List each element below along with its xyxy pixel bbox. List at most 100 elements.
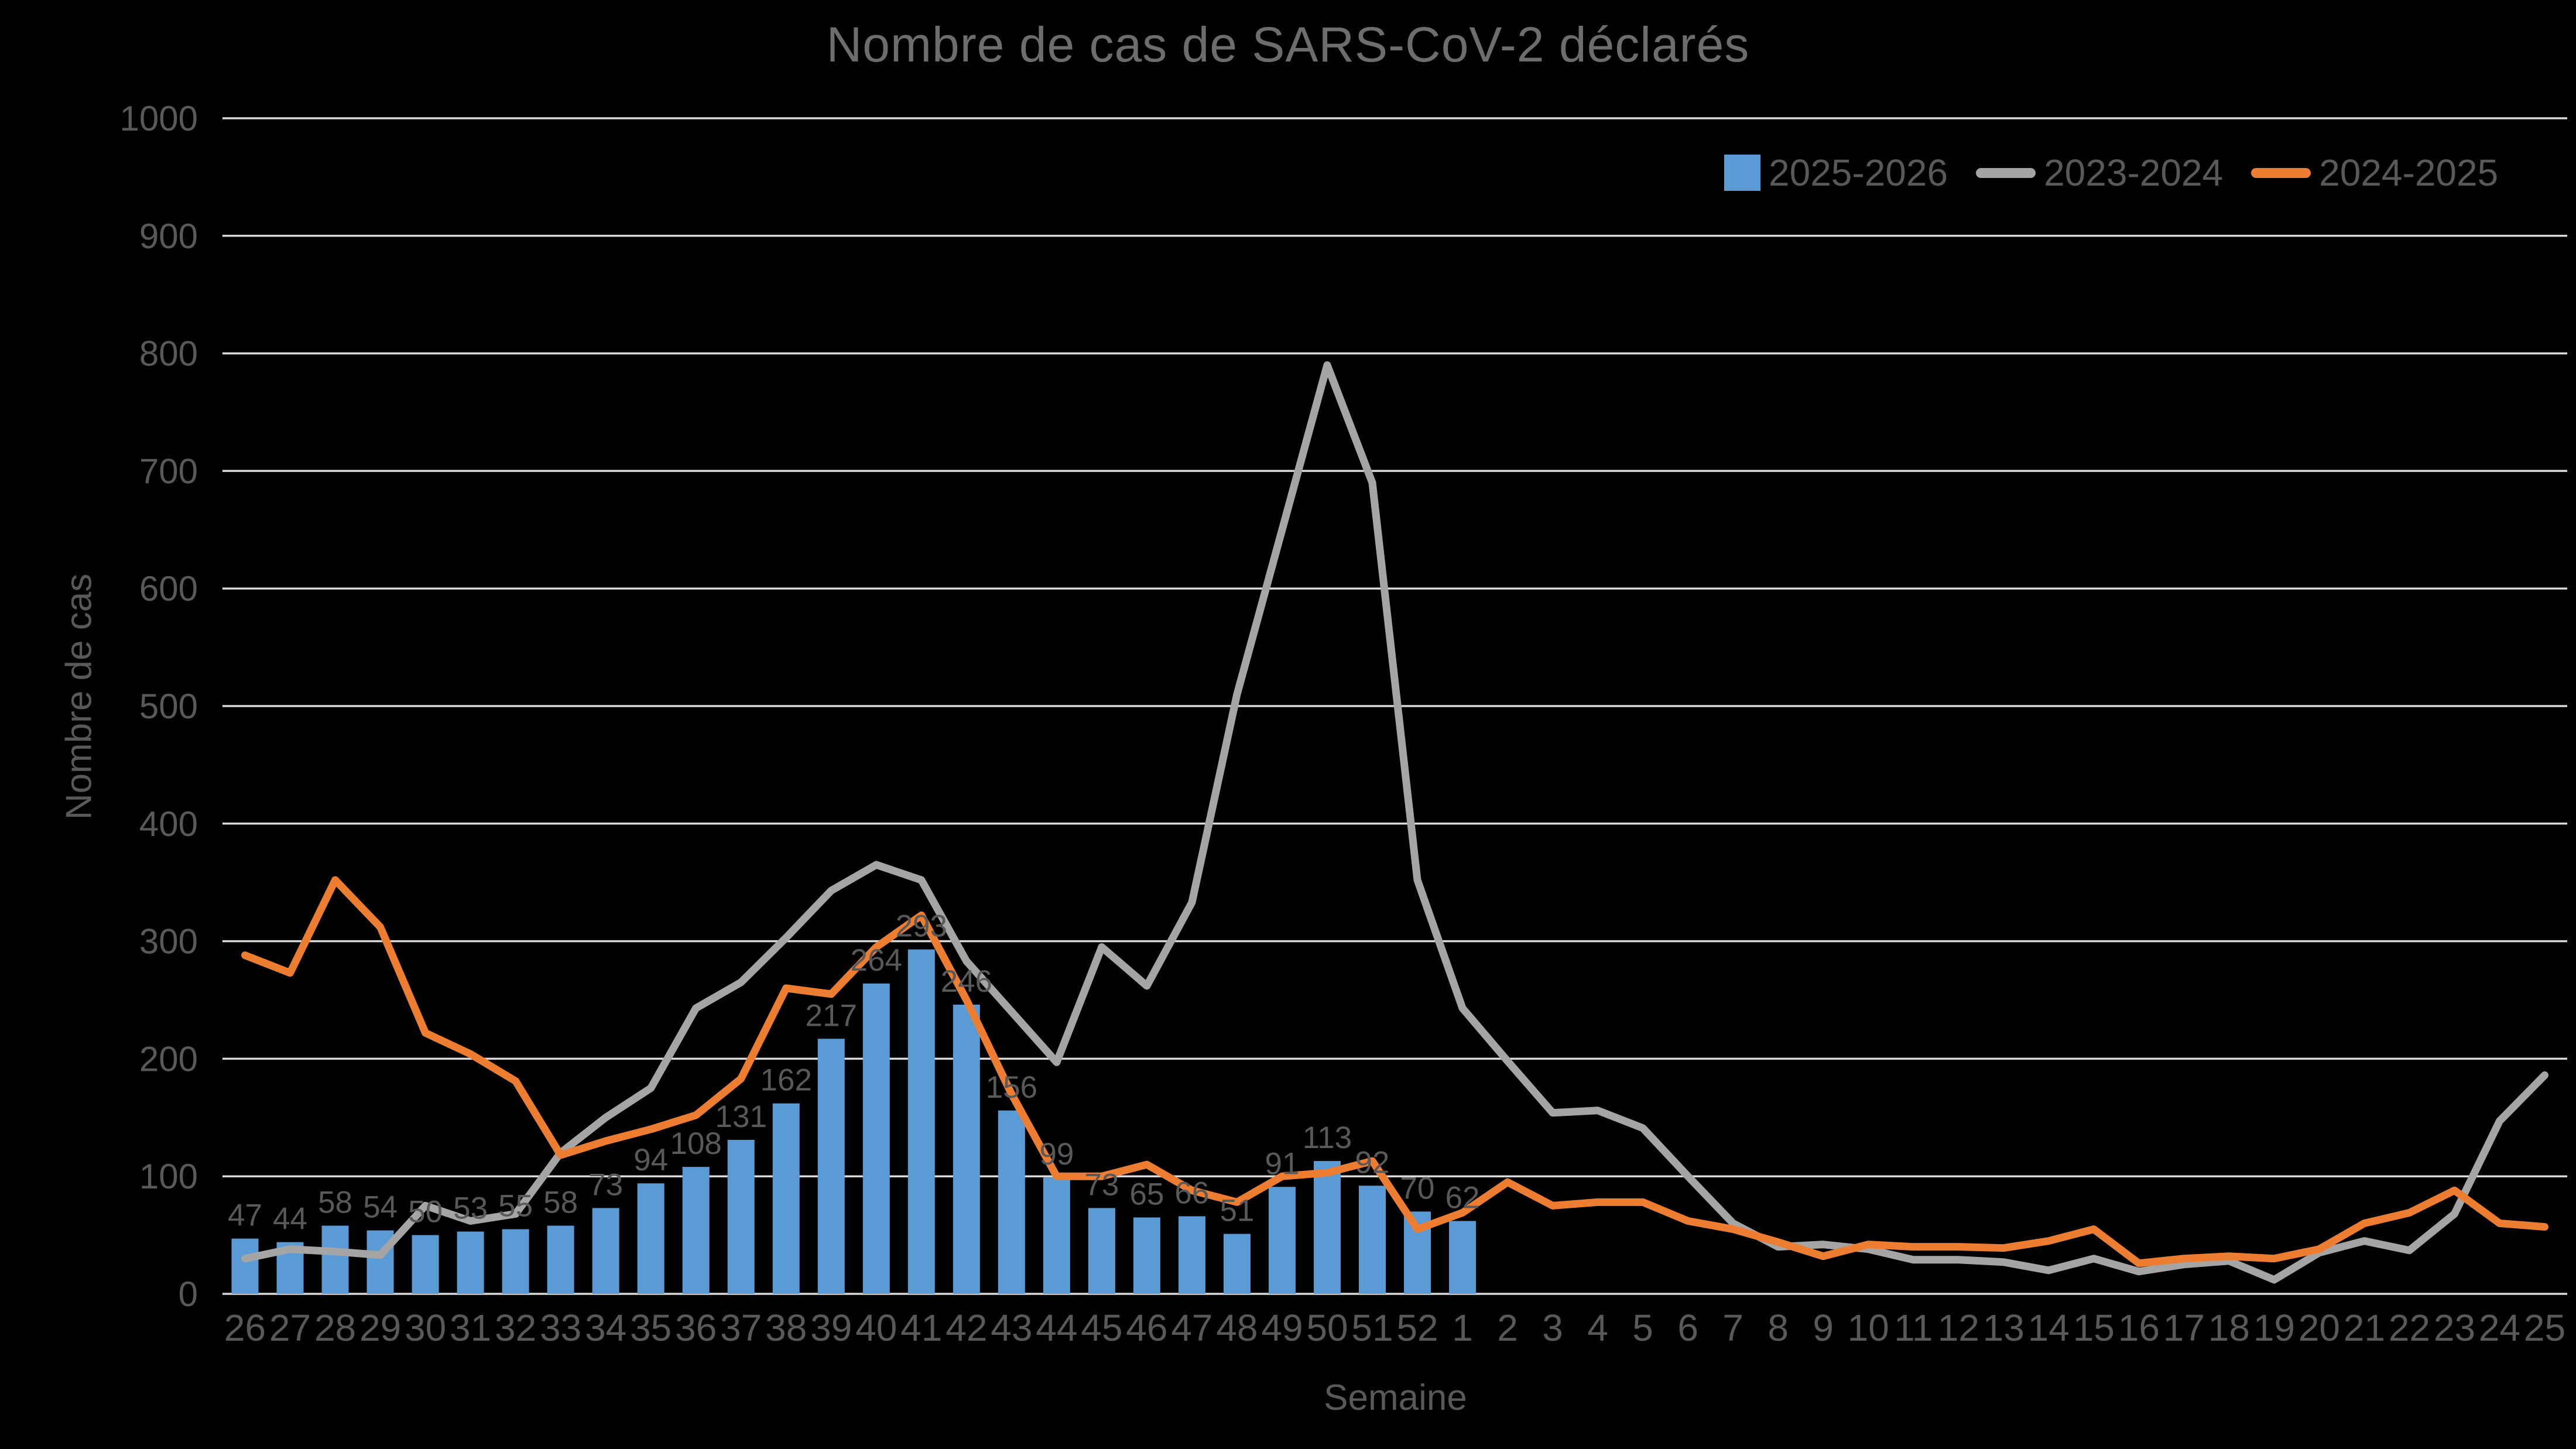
bar — [1268, 1187, 1296, 1294]
bar-value-label: 50 — [408, 1195, 443, 1229]
bar — [727, 1139, 755, 1294]
x-tick-label: 13 — [1983, 1307, 2025, 1349]
x-tick-label: 29 — [359, 1307, 401, 1349]
bar-value-label: 264 — [851, 943, 902, 978]
x-tick-label: 10 — [1848, 1307, 1889, 1349]
legend-label: 2024-2025 — [2319, 152, 2499, 194]
x-tick-label: 8 — [1767, 1307, 1789, 1349]
bar — [862, 983, 890, 1294]
bar — [502, 1229, 529, 1294]
bar — [1043, 1177, 1070, 1294]
bar-value-label: 246 — [941, 964, 992, 999]
bar-value-label: 73 — [588, 1167, 623, 1202]
bar — [1088, 1208, 1115, 1294]
y-tick-label: 0 — [179, 1275, 198, 1314]
line-2023-2024 — [241, 361, 2548, 1284]
bar-value-label: 70 — [1400, 1171, 1435, 1205]
bar — [953, 1005, 980, 1294]
y-tick-label: 400 — [139, 804, 198, 844]
line-2024-2025 — [241, 876, 2548, 1268]
x-tick-label: 14 — [2028, 1307, 2070, 1349]
y-tick-label: 600 — [139, 569, 198, 608]
x-tick-label: 41 — [900, 1307, 942, 1349]
x-tick-label: 28 — [314, 1307, 356, 1349]
bar-value-label: 94 — [633, 1143, 668, 1177]
x-tick-label: 38 — [765, 1307, 807, 1349]
x-tick-label: 35 — [630, 1307, 672, 1349]
bar-value-label: 108 — [670, 1126, 721, 1161]
bar — [1358, 1186, 1386, 1294]
x-tick-label: 50 — [1306, 1307, 1348, 1349]
y-tick-label: 800 — [139, 334, 198, 374]
bar-value-label: 65 — [1129, 1177, 1164, 1211]
bar-value-label: 66 — [1174, 1176, 1209, 1210]
x-tick-label: 48 — [1216, 1307, 1258, 1349]
bar — [682, 1167, 710, 1294]
bar-value-label: 58 — [543, 1186, 578, 1220]
bar-value-label: 53 — [453, 1191, 488, 1226]
legend-swatch-gray-line — [1976, 167, 2036, 178]
bar-value-label: 58 — [318, 1186, 352, 1220]
bar-value-label: 162 — [761, 1063, 812, 1098]
x-tick-label: 16 — [2118, 1307, 2160, 1349]
x-tick-label: 19 — [2253, 1307, 2295, 1349]
bar-value-label: 156 — [986, 1070, 1037, 1105]
x-tick-label: 34 — [585, 1307, 626, 1349]
bar-value-label: 131 — [715, 1099, 767, 1134]
x-tick-label: 30 — [405, 1307, 446, 1349]
bar — [1133, 1217, 1160, 1294]
bar — [1313, 1161, 1341, 1294]
bar-value-label: 62 — [1445, 1181, 1480, 1215]
bar-value-label: 293 — [896, 909, 947, 944]
x-tick-label: 17 — [2163, 1307, 2205, 1349]
legend-item-2025-2026: 2025-2026 — [1724, 151, 1948, 194]
y-tick-label: 200 — [139, 1039, 198, 1078]
chart-title: Nombre de cas de SARS-CoV-2 déclarés — [826, 17, 1750, 72]
bar — [1178, 1216, 1205, 1294]
bar-value-label: 54 — [363, 1190, 398, 1225]
bar — [637, 1183, 664, 1294]
x-tick-label: 52 — [1396, 1307, 1438, 1349]
bar-value-label: 51 — [1220, 1194, 1254, 1228]
x-tick-label: 21 — [2344, 1307, 2385, 1349]
x-tick-label: 20 — [2298, 1307, 2340, 1349]
bar-value-label: 91 — [1265, 1146, 1299, 1181]
bar — [592, 1208, 619, 1294]
y-tick-label: 100 — [139, 1157, 198, 1196]
x-tick-label: 44 — [1036, 1307, 1077, 1349]
bar — [547, 1225, 574, 1294]
bar — [817, 1039, 845, 1294]
x-tick-label: 18 — [2208, 1307, 2250, 1349]
x-tick-label: 40 — [855, 1307, 897, 1349]
x-tick-label: 25 — [2524, 1307, 2565, 1349]
legend-swatch-orange-line — [2251, 167, 2311, 178]
x-tick-label: 23 — [2434, 1307, 2475, 1349]
x-tick-label: 32 — [495, 1307, 536, 1349]
x-tick-label: 2 — [1497, 1307, 1518, 1349]
x-tick-label: 33 — [540, 1307, 581, 1349]
legend-swatch-bar — [1724, 155, 1760, 191]
x-tick-label: 39 — [810, 1307, 852, 1349]
bar — [772, 1103, 800, 1294]
y-axis-title: Nombre de cas — [59, 573, 100, 820]
x-tick-label: 9 — [1813, 1307, 1834, 1349]
x-axis-title: Semaine — [1324, 1378, 1467, 1418]
x-tick-label: 26 — [224, 1307, 266, 1349]
bar — [412, 1235, 439, 1294]
x-tick-label: 31 — [450, 1307, 491, 1349]
legend-item-2024-2025: 2024-2025 — [2251, 151, 2498, 194]
x-tick-label: 4 — [1587, 1307, 1608, 1349]
x-tick-label: 22 — [2389, 1307, 2430, 1349]
bar-value-label: 99 — [1039, 1137, 1074, 1171]
x-tick-label: 37 — [720, 1307, 762, 1349]
y-tick-label: 300 — [139, 922, 198, 961]
x-tick-label: 1 — [1452, 1307, 1473, 1349]
bar — [1223, 1234, 1251, 1294]
legend-label: 2023-2024 — [2044, 152, 2224, 194]
bar-value-label: 217 — [806, 998, 857, 1033]
x-tick-label: 43 — [991, 1307, 1032, 1349]
y-tick-label: 900 — [139, 217, 198, 256]
bar-value-label: 73 — [1084, 1167, 1119, 1202]
